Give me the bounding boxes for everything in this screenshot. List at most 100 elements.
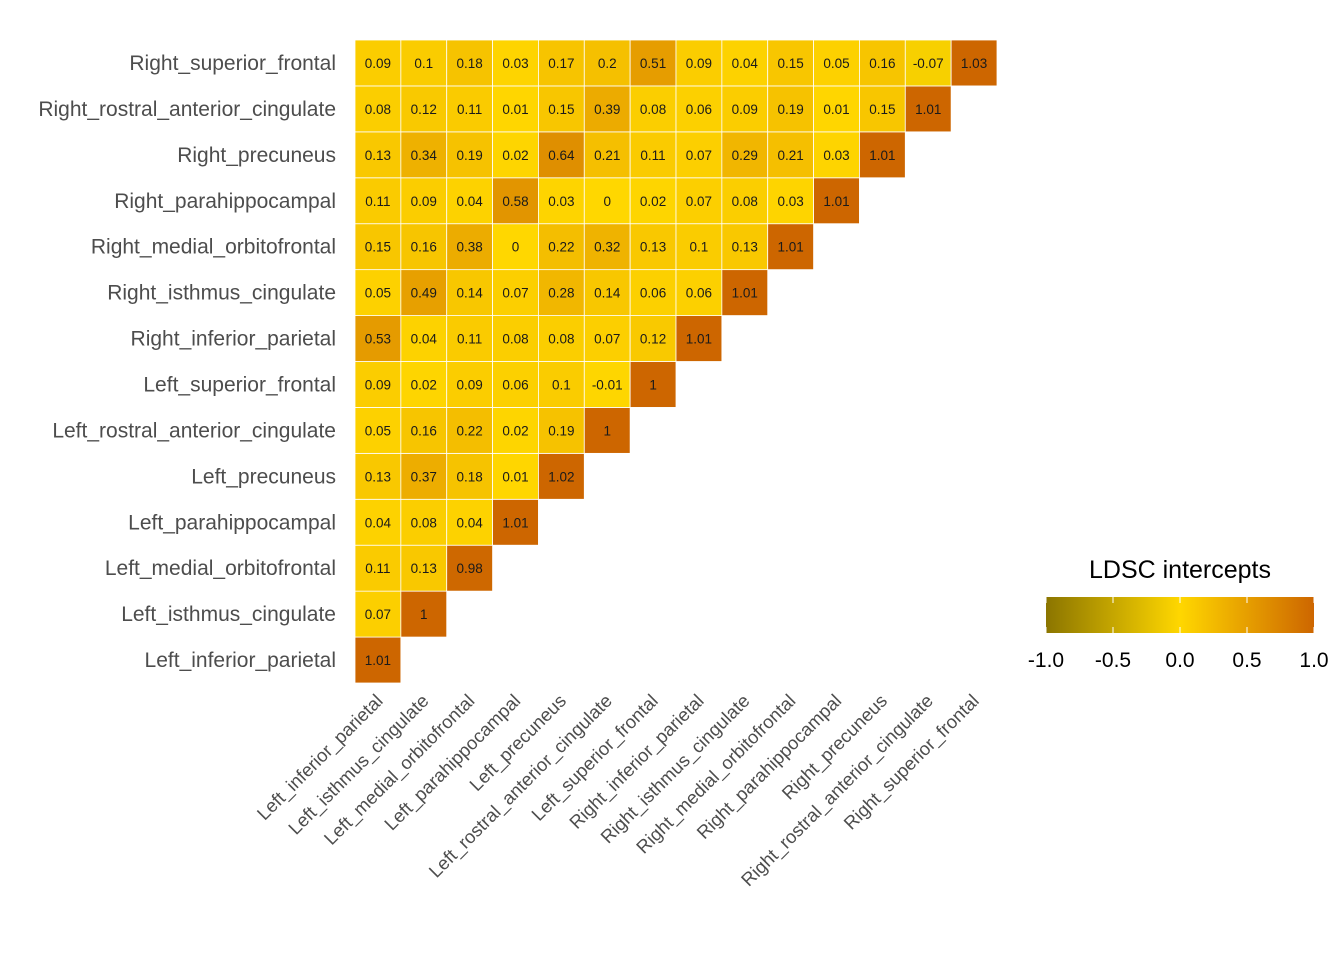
heatmap-cell [675, 39, 723, 87]
heatmap-cell [538, 269, 585, 316]
heatmap-cell-value: 1.01 [869, 148, 895, 163]
heatmap-cell [492, 269, 539, 316]
heatmap-cell [904, 39, 952, 87]
heatmap-cell [767, 131, 814, 179]
heatmap-cell-value: 0.38 [457, 240, 483, 255]
heatmap-cell-value: 0.01 [823, 102, 849, 117]
heatmap-cell-value: 0.08 [732, 194, 758, 209]
heatmap-cell-value: 0.13 [640, 240, 666, 255]
legend-tick-label: 1.0 [1299, 649, 1328, 672]
heatmap-cell-value: 0.1 [414, 56, 433, 71]
heatmap-cell-value: 0.28 [548, 286, 574, 301]
heatmap-cell [629, 131, 677, 179]
heatmap-cell [538, 407, 585, 454]
heatmap-cell-value: 1.01 [502, 515, 528, 530]
heatmap-cell [354, 315, 402, 362]
y-axis-tick-label: Left_precuneus [191, 465, 336, 488]
heatmap-cell-value: 0.05 [823, 56, 849, 71]
heatmap-cell [400, 131, 448, 179]
heatmap-cell-value: 1.01 [365, 653, 391, 668]
y-axis-tick-label: Right_isthmus_cingulate [107, 282, 336, 305]
heatmap-cell [583, 177, 631, 225]
legend-title: LDSC intercepts [1089, 556, 1271, 584]
heatmap-cell [813, 131, 860, 179]
heatmap-cell-value: 0.16 [411, 423, 437, 438]
heatmap-cell [629, 85, 677, 133]
y-axis-tick-label: Left_superior_frontal [143, 373, 336, 396]
heatmap-cell-value: 0.02 [502, 148, 528, 163]
heatmap-cell [400, 223, 448, 271]
heatmap-cell-value: 1.01 [778, 240, 804, 255]
heatmap-cell-value: 0.2 [598, 56, 617, 71]
heatmap-cell-value: 0.07 [594, 332, 620, 347]
heatmap-cell-value: 0.01 [502, 102, 528, 117]
heatmap-cell-value: 1.01 [823, 194, 849, 209]
heatmap-cell-value: 0.16 [411, 240, 437, 255]
heatmap-cell-value: 0.09 [686, 56, 712, 71]
heatmap-cell-value: 0.04 [411, 332, 438, 347]
heatmap-cell-value: 0.64 [548, 148, 575, 163]
heatmap-cell [538, 85, 585, 133]
heatmap-cell-value: 0 [603, 194, 611, 209]
heatmap-cell-value: 0.13 [365, 469, 391, 484]
heatmap-cell-value: 0.1 [690, 240, 709, 255]
heatmap-cell-value: 0.09 [457, 377, 483, 392]
heatmap-cell [721, 85, 769, 133]
heatmap-cell [354, 85, 402, 133]
heatmap-cell-value: 1.01 [915, 102, 941, 117]
heatmap-cell-value: 0.07 [686, 194, 712, 209]
heatmap-cell-value: 0.19 [457, 148, 483, 163]
heatmap-cell-value: 0.15 [365, 240, 391, 255]
heatmap-cell-value: 0.04 [457, 515, 484, 530]
heatmap-cell [446, 39, 493, 87]
heatmap-cell [583, 85, 631, 133]
heatmap-cell-value: 0.58 [502, 194, 528, 209]
heatmap-cell [446, 223, 493, 271]
heatmap-cell-value: 0.32 [594, 240, 620, 255]
heatmap-cell-value: 0.15 [778, 56, 804, 71]
heatmap-cell-value: 0.08 [640, 102, 666, 117]
heatmap-cell [675, 223, 723, 271]
heatmap-cell [446, 85, 493, 133]
legend-ticks: -1.0 -0.5 0.0 0.5 1.0 [1028, 597, 1329, 672]
heatmap-cell [538, 223, 585, 271]
heatmap-cell-value: 0.08 [411, 515, 437, 530]
heatmap-cell [583, 315, 631, 362]
heatmap-cell [950, 39, 998, 87]
heatmap-cell [400, 269, 448, 316]
heatmap-cell-value: 0.13 [411, 561, 437, 576]
heatmap-cell [721, 131, 769, 179]
heatmap-cell-value: 0.22 [548, 240, 574, 255]
heatmap-cell-value: 0.29 [732, 148, 758, 163]
heatmap-cell-value: 0.11 [457, 332, 482, 347]
heatmap-cell-value: 0.03 [778, 194, 804, 209]
heatmap-cell-value: 1.03 [961, 56, 987, 71]
y-axis-tick-label: Left_inferior_parietal [145, 649, 336, 672]
heatmap-cell [629, 177, 677, 225]
heatmap-cell-value: 0.14 [457, 286, 484, 301]
heatmap-cell-value: 0.09 [365, 377, 391, 392]
heatmap-cell [767, 85, 814, 133]
heatmap-cell-value: 0.03 [548, 194, 574, 209]
heatmap-cell-value: 0.15 [869, 102, 895, 117]
heatmap-cell-value: 0.19 [548, 423, 574, 438]
heatmap-cell-value: 0.07 [365, 607, 391, 622]
y-axis-tick-label: Right_superior_frontal [129, 52, 336, 75]
heatmap-cell-value: 0.18 [457, 469, 483, 484]
heatmap-cell [446, 407, 493, 454]
heatmap-cell-value: 0.21 [594, 148, 620, 163]
heatmap-cell-value: 0.07 [502, 286, 528, 301]
heatmap-cell-value: 0.34 [411, 148, 438, 163]
y-axis-tick-label: Right_medial_orbitofrontal [91, 236, 336, 259]
heatmap-cell [446, 498, 493, 546]
heatmap-cell [813, 39, 860, 87]
heatmap-cell [492, 177, 539, 225]
heatmap-cell [400, 498, 448, 546]
heatmap-cell-value: 0.12 [411, 102, 437, 117]
heatmap-cell-value: 0.13 [365, 148, 391, 163]
heatmap-cell-value: 0.11 [365, 561, 390, 576]
heatmap-cell [675, 85, 723, 133]
heatmap-cell [492, 131, 539, 179]
heatmap-cell [354, 407, 402, 454]
heatmap-cell [583, 39, 631, 87]
